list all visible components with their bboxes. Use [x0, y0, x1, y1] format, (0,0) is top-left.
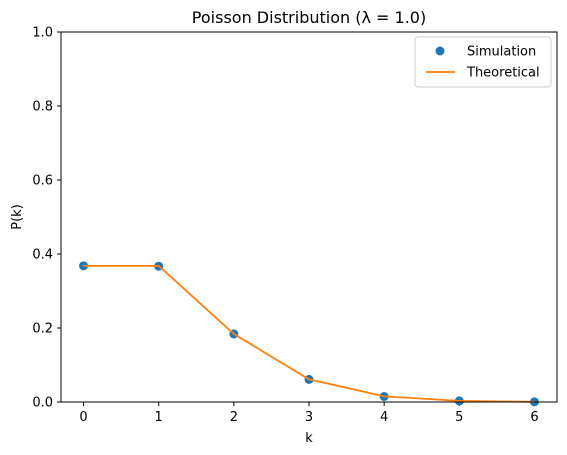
y-tick-label: 0.4	[32, 248, 53, 263]
x-tick-label: 6	[530, 410, 538, 425]
x-tick-label: 2	[230, 410, 238, 425]
y-axis-label: P(k)	[10, 204, 25, 230]
legend-simulation-marker	[436, 47, 445, 56]
y-tick-label: 1.0	[32, 26, 53, 41]
legend-theoretical-label: Theoretical	[466, 66, 540, 81]
y-tick-label: 0.0	[32, 396, 53, 411]
y-tick-label: 0.6	[32, 174, 53, 189]
x-tick-label: 5	[455, 410, 463, 425]
chart-title: Poisson Distribution (λ = 1.0)	[192, 8, 426, 27]
x-axis-label: k	[305, 431, 313, 446]
x-tick-label: 1	[155, 410, 163, 425]
x-tick-label: 3	[305, 410, 313, 425]
y-tick-label: 0.2	[32, 322, 53, 337]
y-tick-label: 0.8	[32, 100, 53, 115]
legend: Simulation Theoretical	[415, 37, 551, 87]
legend-simulation-label: Simulation	[467, 45, 536, 60]
x-tick-label: 0	[79, 410, 87, 425]
x-tick-label: 4	[380, 410, 388, 425]
